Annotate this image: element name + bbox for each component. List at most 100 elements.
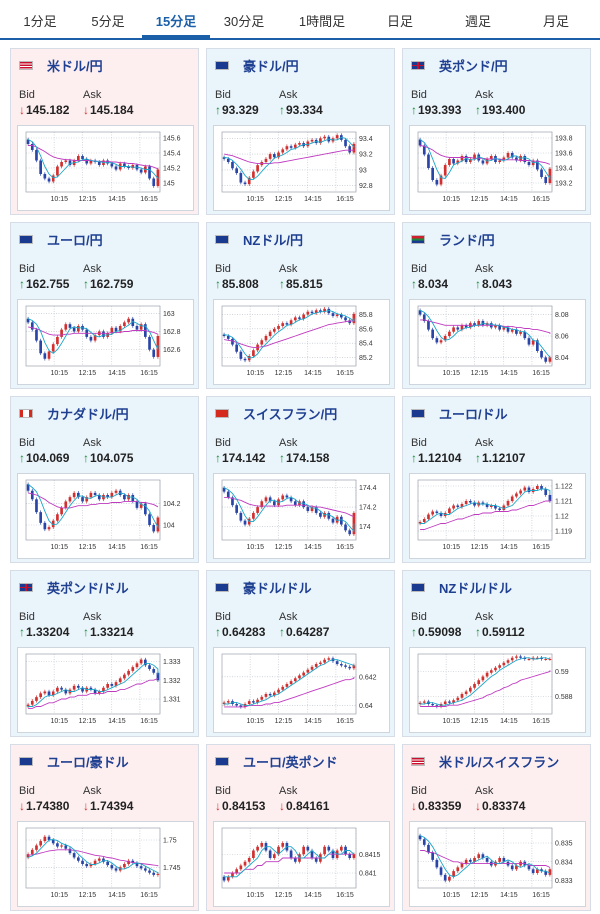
pair-name[interactable]: ユーロ/英ポンド [243, 754, 338, 770]
pair-name[interactable]: カナダドル/円 [47, 406, 129, 422]
pair-header[interactable]: NZドル/円 [215, 231, 303, 248]
pair-header[interactable]: 豪ドル/円 [215, 57, 299, 74]
price-chart[interactable]: 8.08 8.06 8.04 10:15 12:15 14:15 16:15 [409, 299, 586, 385]
candle [298, 317, 301, 319]
pair-header[interactable]: 豪ドル/ドル [215, 579, 312, 596]
pair-name[interactable]: 米ドル/スイスフラン [439, 754, 560, 770]
candle [527, 487, 531, 492]
rate-card[interactable]: 英ポンド/ドル Bid Ask ↑1.33204 ↑1.33214 1.333 1.332 1… [10, 570, 199, 737]
rate-card[interactable]: ユーロ/豪ドル Bid Ask ↓1.74380 ↓1.74394 1.75 1.745 10… [10, 744, 199, 911]
y-tick-label: 1.121 [555, 499, 573, 506]
price-chart[interactable]: 0.835 0.834 0.833 10:15 12:15 14:15 16:15 [409, 821, 586, 907]
candle [527, 338, 531, 345]
pair-name[interactable]: ユーロ/ドル [439, 406, 508, 422]
price-chart[interactable]: 1.75 1.745 10:15 12:15 14:15 16:15 [17, 821, 194, 907]
za-flag-icon [411, 234, 425, 244]
bid-label: Bid [411, 611, 427, 623]
pair-header[interactable]: 米ドル/スイスフラン [411, 753, 560, 770]
candle [30, 322, 34, 330]
rate-card[interactable]: カナダドル/円 Bid Ask ↑104.069 ↑104.075 104.2 104 10:… [10, 396, 199, 563]
price-chart[interactable]: 0.59 0.588 10:15 12:15 14:15 16:15 [409, 647, 586, 733]
rate-card[interactable]: NZドル/ドル Bid Ask ↑0.59098 ↑0.59112 0.59 0.588 10… [402, 570, 591, 737]
candle [469, 859, 472, 862]
pair-header[interactable]: 英ポンド/円 [411, 57, 508, 74]
pair-header[interactable]: カナダドル/円 [19, 405, 129, 422]
candle [439, 340, 443, 343]
price-chart[interactable]: 85.8 85.6 85.4 85.2 10:15 12:15 14:15 16:15 [213, 299, 390, 385]
pair-name[interactable]: 米ドル/円 [47, 58, 103, 74]
y-tick-label: 104.2 [163, 501, 181, 508]
tab-3[interactable]: 30分足 [223, 14, 265, 29]
pair-name[interactable]: 英ポンド/ドル [47, 580, 129, 596]
bid-price: 1.74380 [26, 799, 70, 813]
rate-card[interactable]: NZドル/円 Bid Ask ↑85.808 ↑85.815 85.8 85.6 85.4 85… [206, 222, 395, 389]
rate-card[interactable]: 米ドル/円 Bid Ask ↓145.182 ↓145.184 145.6 145.4 145… [10, 48, 199, 215]
plot-frame [221, 827, 357, 889]
price-chart[interactable]: 104.2 104 10:15 12:15 14:15 16:15 [17, 473, 194, 559]
candle [64, 689, 68, 694]
candle [30, 849, 34, 855]
price-chart[interactable]: 174.4 174.2 174 10:15 12:15 14:15 16:15 [213, 473, 390, 559]
pair-name[interactable]: NZドル/ドル [439, 580, 512, 596]
pair-name[interactable]: NZドル/円 [243, 232, 303, 248]
tab-4[interactable]: 1時間足 [298, 14, 346, 29]
candle [310, 507, 314, 511]
pair-name[interactable]: スイスフラン/円 [243, 406, 338, 422]
candle [264, 497, 268, 502]
tab-5[interactable]: 日足 [386, 14, 413, 29]
pair-name[interactable]: ユーロ/豪ドル [47, 754, 129, 770]
pair-header[interactable]: NZドル/ドル [411, 579, 512, 596]
rate-card[interactable]: ユーロ/ドル Bid Ask ↑1.12104 ↑1.12107 1.122 1.121 1.… [402, 396, 591, 563]
price-chart[interactable]: 0.642 0.64 10:15 12:15 14:15 16:15 [213, 647, 390, 733]
rate-card[interactable]: 豪ドル/円 Bid Ask ↑93.329 ↑93.334 93.4 93.2 93 92.8 1… [206, 48, 395, 215]
candle [456, 327, 460, 330]
pair-name[interactable]: ランド/円 [439, 232, 495, 248]
bid-value: ↑0.59098 [411, 625, 461, 639]
tab-2[interactable]: 15分足 [142, 0, 210, 38]
rate-card[interactable]: ユーロ/英ポンド Bid Ask ↓0.84153 ↓0.84161 0.8415 0.84… [206, 744, 395, 911]
pair-header[interactable]: ユーロ/ドル [411, 405, 508, 422]
plot-frame [221, 653, 357, 715]
pair-name[interactable]: 英ポンド/円 [439, 58, 508, 74]
candle [464, 156, 468, 162]
pair-header[interactable]: ユーロ/豪ドル [19, 753, 129, 770]
candle [226, 701, 230, 703]
pair-header[interactable]: ランド/円 [411, 231, 495, 248]
ask-price: 0.84161 [286, 799, 330, 813]
price-chart[interactable]: 163 162.8 162.6 10:15 12:15 14:15 16:15 [17, 299, 194, 385]
tab-7[interactable]: 月足 [542, 14, 569, 29]
price-chart[interactable]: 145.6 145.4 145.2 145 10:15 12:15 14:15 16:15 [17, 125, 194, 211]
rate-card[interactable]: 英ポンド/円 Bid Ask ↑193.393 ↑193.400 193.8 193.6 19… [402, 48, 591, 215]
pair-header[interactable]: 米ドル/円 [19, 57, 103, 74]
rate-card[interactable]: 米ドル/スイスフラン Bid Ask ↓0.83359 ↓0.83374 0.835 0.8… [402, 744, 591, 911]
pair-header[interactable]: ユーロ/円 [19, 231, 103, 248]
price-chart[interactable]: 1.122 1.121 1.12 1.119 10:15 12:15 14:15 16:15 [409, 473, 586, 559]
tab-0[interactable]: 1分足 [23, 14, 57, 29]
candle [531, 657, 535, 659]
candle [68, 497, 72, 502]
rate-card[interactable]: 豪ドル/ドル Bid Ask ↑0.64283 ↑0.64287 0.642 0.64 10:… [206, 570, 395, 737]
tab-1[interactable]: 5分足 [91, 14, 125, 29]
pair-header[interactable]: スイスフラン/円 [215, 405, 338, 422]
tab-6[interactable]: 週足 [464, 14, 491, 29]
candle [293, 678, 297, 682]
rate-card[interactable]: ユーロ/円 Bid Ask ↑162.755 ↑162.759 163 162.8 162.6… [10, 222, 199, 389]
pair-header[interactable]: ユーロ/英ポンド [215, 753, 338, 770]
ask-price: 174.158 [286, 451, 330, 465]
candle [473, 858, 476, 862]
bid-trend-icon: ↓ [411, 799, 417, 813]
price-chart[interactable]: 193.8 193.6 193.4 193.2 10:15 12:15 14:15 16:15 [409, 125, 586, 211]
pair-name[interactable]: 豪ドル/ドル [243, 580, 312, 596]
price-chart[interactable]: 93.4 93.2 93 92.8 10:15 12:15 14:15 16:15 [213, 125, 390, 211]
pair-name[interactable]: ユーロ/円 [47, 232, 103, 248]
x-tick-label: 16:15 [336, 892, 354, 899]
price-chart[interactable]: 0.8415 0.841 10:15 12:15 14:15 16:15 [213, 821, 390, 907]
rate-card[interactable]: スイスフラン/円 Bid Ask ↑174.142 ↑174.158 174.4 174.2… [206, 396, 395, 563]
plot-frame [25, 131, 161, 193]
rate-card[interactable]: ランド/円 Bid Ask ↑8.034 ↑8.043 8.08 8.06 8.04 10:15… [402, 222, 591, 389]
pair-name[interactable]: 豪ドル/円 [243, 58, 299, 74]
pair-header[interactable]: 英ポンド/ドル [19, 579, 129, 596]
candle [544, 871, 548, 875]
price-chart[interactable]: 1.333 1.332 1.331 10:15 12:15 14:15 16:15 [17, 647, 194, 733]
ask-trend-icon: ↑ [279, 277, 285, 291]
